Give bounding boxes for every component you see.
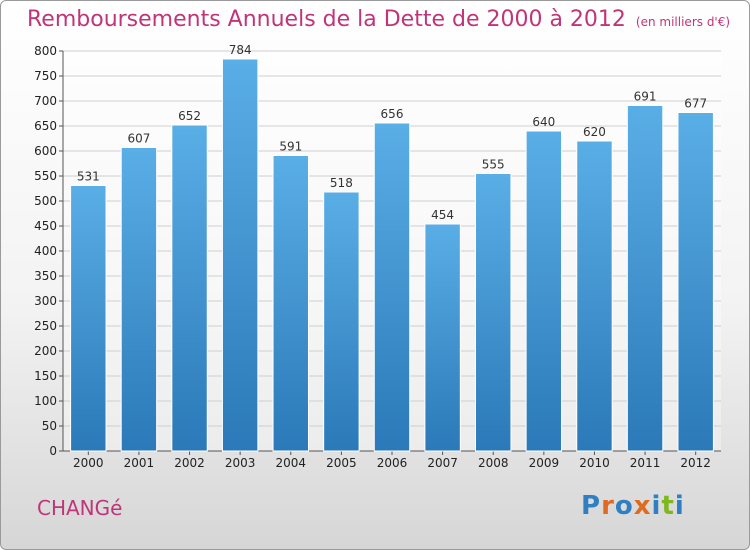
bar-2000 <box>70 185 107 452</box>
logo-letter: i <box>651 491 662 521</box>
logo-letter: P <box>581 491 602 521</box>
y-tick-label: 300 <box>34 294 57 308</box>
bar-2008 <box>475 173 512 452</box>
x-tick-label-2007: 2007 <box>427 456 458 470</box>
bar-2011 <box>626 105 664 452</box>
x-tick-label-2002: 2002 <box>174 456 205 470</box>
value-label-2004: 591 <box>279 140 302 154</box>
chart-title-main: Remboursements Annuels de la Dette de 20… <box>27 7 626 32</box>
logo-letter: r <box>601 491 615 521</box>
y-tick-label: 0 <box>49 444 57 458</box>
y-tick-label: 450 <box>34 219 57 233</box>
x-tick-label-2009: 2009 <box>529 456 560 470</box>
logo-letter: x <box>633 491 652 521</box>
x-tick-label-2004: 2004 <box>275 456 306 470</box>
y-tick-label: 550 <box>34 169 57 183</box>
x-tick-label-2001: 2001 <box>124 456 155 470</box>
x-tick-label-2010: 2010 <box>579 456 610 470</box>
logo-letter: t <box>661 491 675 521</box>
value-label-2002: 652 <box>178 109 201 123</box>
bar-layer <box>70 58 714 452</box>
y-tick-label: 800 <box>34 44 57 58</box>
x-tick-label-2012: 2012 <box>680 456 711 470</box>
value-label-2000: 531 <box>77 170 100 184</box>
value-label-2007: 454 <box>431 208 454 222</box>
bar-2003 <box>221 58 259 452</box>
chart-unit: (en milliers d'€) <box>635 15 731 29</box>
bar-2007 <box>424 223 461 452</box>
y-tick-label: 750 <box>34 69 57 83</box>
x-tick-label-2003: 2003 <box>225 456 256 470</box>
value-label-2001: 607 <box>127 132 150 146</box>
bar-2006 <box>373 122 411 452</box>
bar-2012 <box>677 112 714 452</box>
bar-2005 <box>323 191 360 452</box>
y-tick-label: 50 <box>42 419 57 433</box>
y-tick-label: 600 <box>34 144 57 158</box>
bar-2009 <box>525 130 563 452</box>
x-tick-label-2000: 2000 <box>73 456 104 470</box>
value-label-2005: 518 <box>330 176 353 190</box>
y-tick-label: 700 <box>34 94 57 108</box>
value-label-2006: 656 <box>381 107 404 121</box>
bar-2002 <box>171 124 208 452</box>
y-tick-label: 150 <box>34 369 57 383</box>
y-tick-label: 100 <box>34 394 57 408</box>
value-label-2010: 620 <box>583 125 606 139</box>
x-tick-label-2008: 2008 <box>478 456 509 470</box>
bar-2001 <box>120 147 158 452</box>
x-tick-label-2006: 2006 <box>377 456 408 470</box>
value-label-2003: 784 <box>229 43 252 57</box>
x-tick-label-2011: 2011 <box>630 456 661 470</box>
bar-2010 <box>576 140 613 452</box>
commune-name: CHANGé <box>37 496 123 520</box>
y-tick-label: 400 <box>34 244 57 258</box>
y-tick-label: 350 <box>34 269 57 283</box>
value-label-layer: 531 607 652 784 591 518 656 454 555 640 620 691 677 <box>77 43 707 222</box>
x-tick-label-2005: 2005 <box>326 456 357 470</box>
y-tick-label: 200 <box>34 344 57 358</box>
value-label-2008: 555 <box>482 158 505 172</box>
chart-title: Remboursements Annuels de la Dette de 20… <box>27 7 730 32</box>
logo-letter: i <box>674 491 685 521</box>
proxiti-logo: Proxiti <box>581 491 685 521</box>
value-label-2009: 640 <box>532 115 555 129</box>
bar-2004 <box>272 155 309 452</box>
y-tick-label: 650 <box>34 119 57 133</box>
y-tick-label: 250 <box>34 319 57 333</box>
logo-letter: o <box>614 491 634 521</box>
y-tick-label: 500 <box>34 194 57 208</box>
value-label-2011: 691 <box>634 90 657 104</box>
value-label-2012: 677 <box>684 97 707 111</box>
